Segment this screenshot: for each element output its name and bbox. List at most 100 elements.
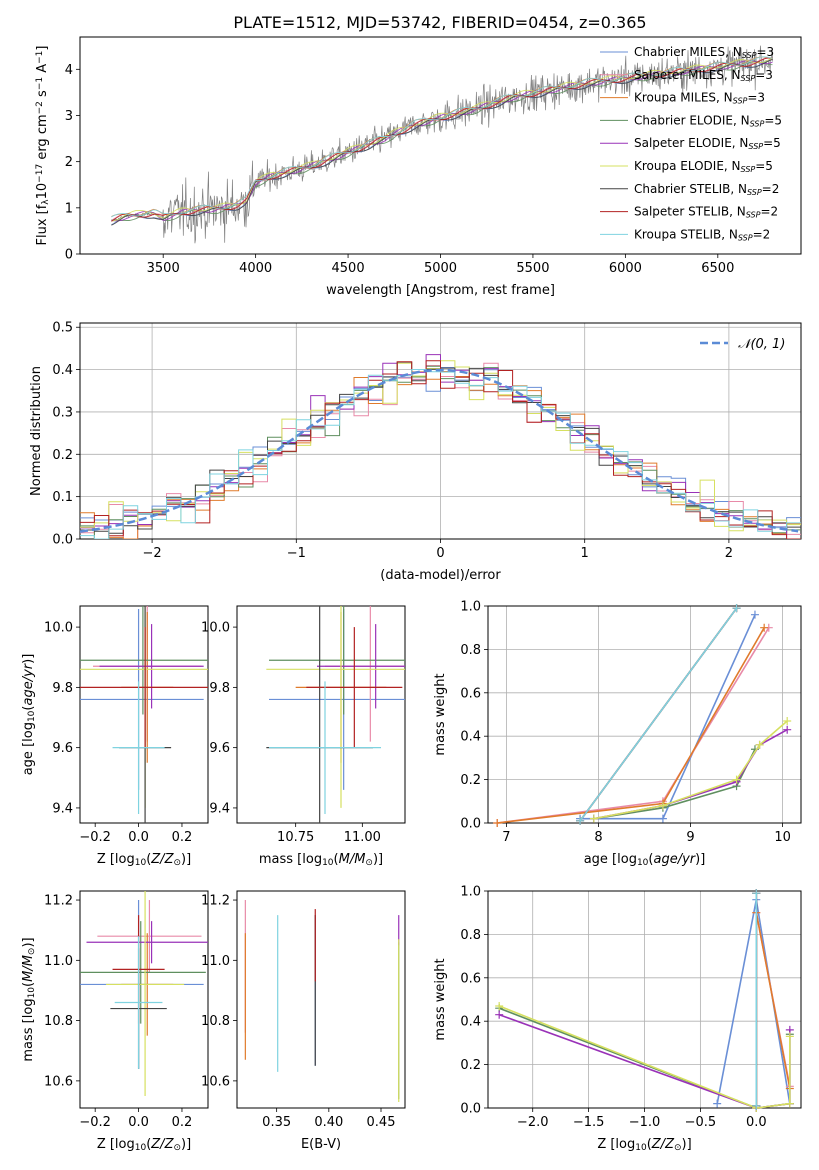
y-tick-label: 9.6 (209, 741, 230, 756)
y-tick-label: 1 (65, 201, 73, 216)
label-part: mass [log (21, 998, 36, 1061)
weight-marker (495, 1002, 504, 1011)
y-tick-label: 0.2 (52, 448, 73, 463)
plot-frame (236, 890, 406, 1109)
label-part: ] (35, 46, 50, 51)
y-tick-label: 10.6 (201, 1074, 230, 1089)
label-part: Z [log (97, 852, 135, 867)
label-part: ( (647, 1137, 652, 1152)
errorbar (80, 627, 208, 748)
axes-mass_vs_Z: −0.2 0.0 0.210.610.811.011.2Z [log10(Z/Z⊙)… (21, 890, 209, 1153)
x-axis-label: age [log10(age/yr)] (584, 852, 706, 868)
legend-label-end: =2 (760, 205, 778, 219)
plot-frame (79, 605, 209, 824)
weight-marker (658, 814, 667, 823)
label-part: ⊙ (173, 1143, 181, 1153)
label-part: )] (682, 1137, 692, 1152)
weight-marker (713, 1099, 722, 1108)
y-tick-label: 0.8 (460, 928, 481, 943)
label-part: 10 (27, 710, 37, 722)
normal-curve (79, 368, 799, 533)
weight-marker (785, 1099, 794, 1108)
figure-title: PLATE=1512, MJD=53742, FIBERID=0454, z=0… (233, 13, 646, 32)
label-part: )] (695, 852, 705, 867)
weight-marker (589, 814, 598, 823)
label-part: ( (648, 852, 653, 867)
spectrum-model-line (111, 57, 773, 222)
label-part: Z [log (597, 1137, 635, 1152)
y-axis-label: Flux [fλ10−17 erg cm−2 s−1 A−1] (35, 46, 51, 246)
panels: 3500 4000 4500 5000 5500 6000 6500 0 1 2 3 4 wavelen… (21, 36, 802, 1153)
legend-label-sub: SSP (741, 74, 756, 83)
legend-label-main: Kroupa MILES, N (634, 91, 733, 105)
label-part: )] (21, 937, 36, 947)
legend-label-sub: SSP (746, 211, 761, 220)
x-tick-label: 7 (502, 830, 510, 845)
label-part: s (35, 90, 50, 101)
legend-label-sub: SSP (747, 188, 762, 197)
label-part: Z/Z (651, 1137, 675, 1152)
label-part: 10 (35, 183, 50, 200)
axes-residuals: −2 −1 0 1 2 0.0 0.1 0.2 0.3 0.4 0.5 𝒩(0, 1) (data-mo… (29, 321, 802, 583)
x-tick-label: −2.0 (517, 1115, 549, 1130)
plot-frame (236, 605, 406, 824)
errorbar (80, 606, 208, 715)
legend-label-main: Salpeter MILES, N (634, 68, 741, 82)
x-tick-label: 3500 (147, 261, 180, 276)
legend-label: Chabrier ELODIE, NSSP=5 (634, 113, 782, 128)
legend-label-end: =3 (756, 45, 774, 59)
y-axis-label: mass weight (433, 958, 448, 1040)
y-tick-label: 0.4 (52, 363, 73, 378)
label-part: age [log (21, 722, 36, 775)
legend-label-sub: SSP (750, 119, 765, 128)
legend-label-main: Kroupa ELODIE, N (634, 159, 741, 173)
y-tick-label: 10.0 (44, 621, 73, 636)
errorbar (112, 681, 165, 814)
label-part: Z/Z (150, 1137, 174, 1152)
legend-label: Chabrier MILES, NSSP=3 (634, 45, 774, 60)
errorbar (106, 891, 185, 1096)
y-tick-label: 9.8 (209, 681, 230, 696)
y-tick-label: 9.8 (52, 681, 73, 696)
weight-marker (755, 740, 764, 749)
legend-label: Kroupa STELIB, NSSP=2 (634, 227, 770, 242)
errorbar (97, 900, 202, 973)
legend-label-sub: SSP (742, 51, 757, 60)
y-tick-label: 11.0 (44, 954, 73, 969)
label-part: 10 (135, 1143, 147, 1153)
x-axis-label: Z [log10(Z/Z⊙)] (597, 1137, 691, 1153)
y-axis-label: mass weight (433, 673, 448, 755)
y-tick-label: 11.2 (201, 894, 230, 909)
y-tick-label: 0.2 (460, 773, 481, 788)
x-tick-label: 0 (436, 546, 444, 561)
legend-label-end: =2 (762, 182, 780, 196)
label-part: age [log (584, 852, 637, 867)
errorbar (317, 624, 405, 709)
errorbar (306, 627, 403, 748)
x-tick-label: 0.45 (367, 1115, 396, 1130)
label-part: mass [log (259, 852, 322, 867)
histogram-step (80, 360, 801, 539)
legend-label-sub: SSP (748, 142, 763, 151)
y-tick-label: 0.1 (52, 490, 73, 505)
weight-marker (783, 717, 792, 726)
errorbar (269, 681, 381, 814)
legend-label: Kroupa ELODIE, NSSP=5 (634, 159, 773, 174)
x-tick-label: 6000 (609, 261, 642, 276)
y-tick-label: 11.0 (201, 954, 230, 969)
errorbar (80, 921, 206, 1024)
x-tick-label: 4000 (239, 261, 272, 276)
label-part: Z/Z (150, 852, 174, 867)
legend-label: Salpeter ELODIE, NSSP=5 (634, 136, 781, 151)
weight-marker (495, 1010, 504, 1019)
y-tick-label: 0.6 (460, 686, 481, 701)
label-part: −17 (35, 164, 45, 183)
spectrum-panel: 3500 4000 4500 5000 5500 6000 6500 0 1 2 3 4 wavelen… (35, 36, 802, 298)
legend-label-main: Chabrier MILES, N (634, 45, 742, 59)
legend-label-main: Salpeter ELODIE, N (634, 136, 748, 150)
y-tick-label: 9.4 (52, 801, 73, 816)
x-tick-label: −1.0 (629, 1115, 661, 1130)
y-tick-label: 0.0 (460, 1102, 481, 1117)
